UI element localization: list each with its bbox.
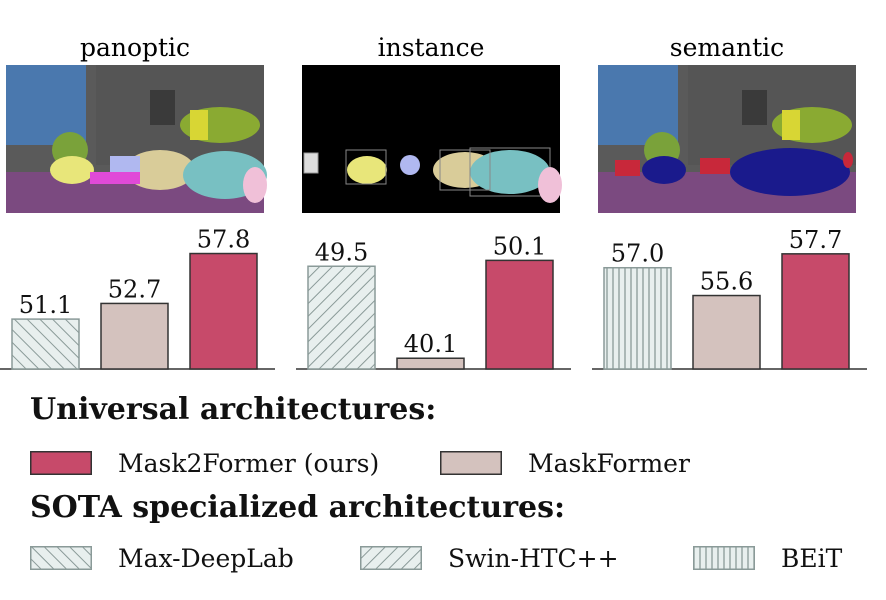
panel-title-panoptic: panoptic	[80, 33, 190, 62]
legend-item-max-deeplab: Max-DeepLab	[30, 543, 294, 573]
bar-instance-swin-htc	[307, 265, 376, 370]
bar-panoptic-max-deeplab	[11, 318, 80, 370]
panel-title-semantic: semantic	[670, 33, 784, 62]
instance-thumbnail	[302, 65, 562, 213]
bar-label-semantic-mask2former-ours: 57.7	[789, 226, 842, 254]
panel-title-instance: instance	[378, 33, 485, 62]
semantic-thumbnail	[598, 65, 856, 213]
legend-item-mask2former: Mask2Former (ours)	[30, 448, 379, 478]
bar-instance-maskformer	[396, 357, 465, 370]
bar-label-semantic-beit: 57.0	[611, 240, 664, 268]
bar-label-instance-mask2former-ours: 50.1	[493, 232, 546, 260]
legend-label-maskformer: MaskFormer	[528, 448, 690, 478]
legend-label-swin-htc: Swin-HTC++	[448, 543, 619, 573]
legend-label-max-deeplab: Max-DeepLab	[118, 543, 294, 573]
legend-swatch-beit	[693, 546, 755, 570]
legend-swatch-maskformer	[440, 451, 502, 475]
bar-semantic-beit	[603, 266, 672, 370]
bar-label-panoptic-mask2former-ours: 57.8	[197, 226, 250, 254]
legend-swatch-max-deeplab	[30, 546, 92, 570]
legend-item-maskformer: MaskFormer	[440, 448, 690, 478]
bar-charts: panoptic instance semantic	[0, 33, 867, 370]
legend-label-beit: BEiT	[781, 543, 843, 573]
panoptic-thumbnail	[6, 65, 267, 213]
bar-semantic-maskformer	[692, 294, 761, 370]
legend-swatch-mask2former	[30, 451, 92, 475]
universal-heading: Universal architectures:	[30, 392, 437, 427]
bar-panoptic-maskformer	[100, 302, 169, 370]
bar-panoptic-mask2former-ours	[189, 252, 258, 370]
specialized-heading: SOTA specialized architectures:	[30, 490, 566, 525]
legend-item-beit: BEiT	[693, 543, 842, 573]
legend-swatch-swin-htc	[360, 546, 422, 570]
bar-label-instance-swin-htc: 49.5	[315, 238, 368, 266]
bar-instance-mask2former-ours	[485, 259, 554, 370]
legend-item-swin-htc: Swin-HTC++	[360, 543, 619, 573]
bar-label-panoptic-maskformer: 52.7	[108, 275, 161, 303]
bar-label-instance-maskformer: 40.1	[404, 330, 457, 358]
bar-label-semantic-maskformer: 55.6	[700, 268, 753, 296]
bar-semantic-mask2former-ours	[781, 253, 850, 370]
bar-label-panoptic-max-deeplab: 51.1	[19, 291, 72, 319]
legend-label-mask2former: Mask2Former (ours)	[118, 448, 380, 478]
